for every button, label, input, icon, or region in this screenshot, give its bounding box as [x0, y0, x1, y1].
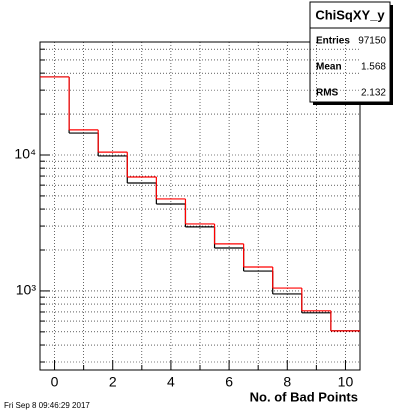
stats-value: 2.132	[361, 88, 386, 99]
x-tick-label: 0	[51, 374, 59, 390]
stats-box	[309, 1, 391, 103]
stats-title: ChiSqXY_y	[315, 7, 385, 22]
x-axis-label: No. of Bad Points	[250, 389, 358, 404]
stats-value: 1.568	[361, 62, 386, 73]
x-tick-label: 10	[338, 374, 354, 390]
y-tick-label: 10³	[16, 282, 37, 298]
x-tick-label: 2	[109, 374, 117, 390]
stats-label: Mean	[316, 62, 342, 73]
y-tick-label: 10⁴	[14, 146, 36, 162]
x-tick-label: 8	[283, 374, 291, 390]
footer: Fri Sep 8 09:46:29 2017	[4, 401, 90, 410]
stats-value: 97150	[358, 36, 386, 47]
x-tick-label: 4	[167, 374, 175, 390]
stats-label: Entries	[316, 36, 350, 47]
stats-label: RMS	[316, 88, 339, 99]
x-tick-label: 6	[225, 374, 233, 390]
